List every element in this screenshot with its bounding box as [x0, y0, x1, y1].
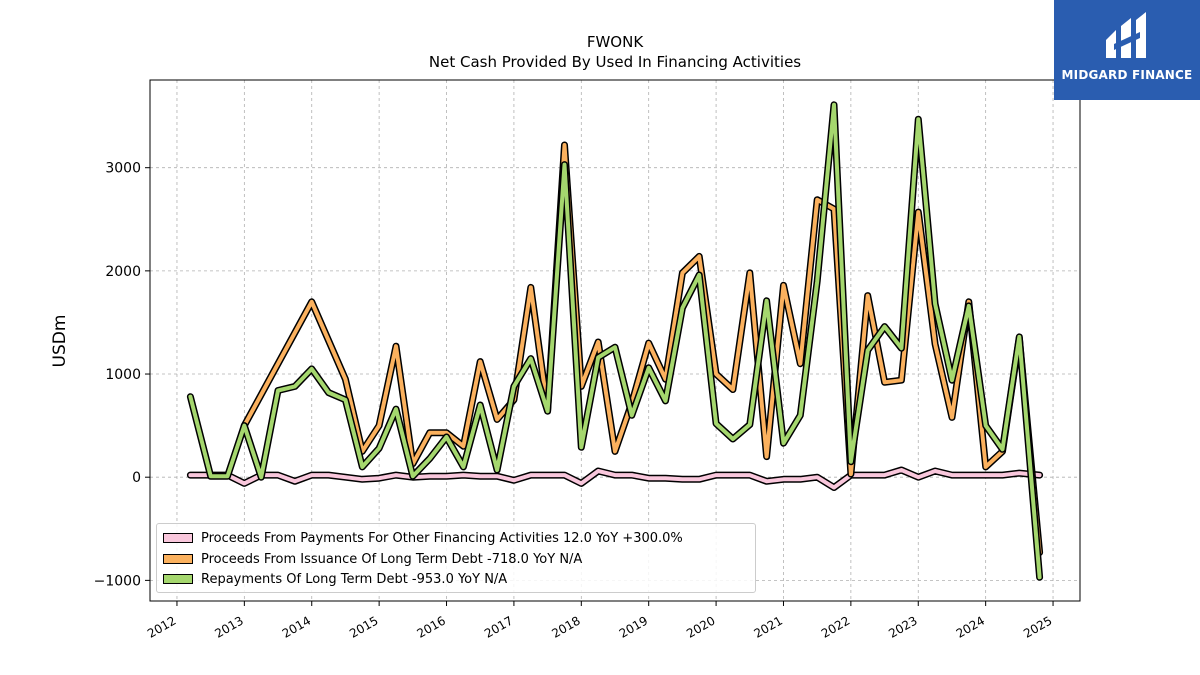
- x-tick-label: 2023: [886, 613, 919, 640]
- midgard-logo-icon: [1106, 12, 1146, 58]
- x-tick-label: 2014: [280, 613, 313, 640]
- y-tick-label: −1000: [94, 573, 141, 589]
- legend-entry-issuance: Proceeds From Issuance Of Long Term Debt…: [163, 550, 582, 568]
- plot-frame: [149, 79, 1081, 602]
- series-line: [188, 468, 1042, 490]
- x-tick-label: 2022: [819, 613, 852, 640]
- series-repayments-long-term-debt: [186, 101, 1044, 581]
- x-tick-label: 2017: [482, 613, 515, 640]
- y-axis-label: USDm: [50, 315, 70, 368]
- x-tick-label: 2016: [415, 613, 448, 640]
- y-tick-label: 1000: [105, 367, 141, 383]
- chart-title: FWONK: [587, 33, 644, 51]
- x-tick-label: 2021: [752, 613, 785, 640]
- brand-name: MIDGARD FINANCE: [1061, 68, 1193, 82]
- legend-label-repayments: Repayments Of Long Term Debt -953.0 YoY …: [201, 571, 508, 587]
- series-line: [242, 143, 1042, 555]
- series-issuance-long-term-debt: [240, 141, 1044, 556]
- x-tick-label: 2013: [212, 613, 245, 640]
- legend-swatch-repayments: [163, 574, 193, 584]
- legend-entry-other-financing: Proceeds From Payments For Other Financi…: [163, 529, 683, 547]
- y-tick-label: 3000: [105, 161, 141, 177]
- x-tick-label: 2025: [1021, 613, 1054, 640]
- chart-subtitle: Net Cash Provided By Used In Financing A…: [429, 53, 801, 71]
- brand-logo: MIDGARD FINANCE: [1054, 0, 1200, 100]
- series-line-outline: [240, 141, 1044, 556]
- x-tick-label: 2024: [954, 613, 987, 640]
- legend: Proceeds From Payments For Other Financi…: [156, 523, 756, 593]
- x-tick-label: 2018: [549, 613, 582, 640]
- y-tick-label: 2000: [105, 264, 141, 280]
- series-other-financing: [186, 466, 1044, 491]
- x-tick-label: 2020: [684, 613, 717, 640]
- x-tick-label: 2015: [347, 613, 380, 640]
- legend-label-issuance: Proceeds From Issuance Of Long Term Debt…: [201, 551, 583, 567]
- legend-entry-repayments: Repayments Of Long Term Debt -953.0 YoY …: [163, 570, 507, 588]
- series-lines: [186, 101, 1044, 581]
- series-line: [188, 102, 1042, 580]
- x-tick-label: 2012: [145, 613, 178, 640]
- legend-swatch-other-financing: [163, 533, 193, 543]
- legend-swatch-issuance: [163, 554, 193, 564]
- y-tick-label: 0: [132, 470, 141, 486]
- legend-label-other-financing: Proceeds From Payments For Other Financi…: [201, 530, 683, 546]
- x-tick-label: 2019: [617, 613, 650, 640]
